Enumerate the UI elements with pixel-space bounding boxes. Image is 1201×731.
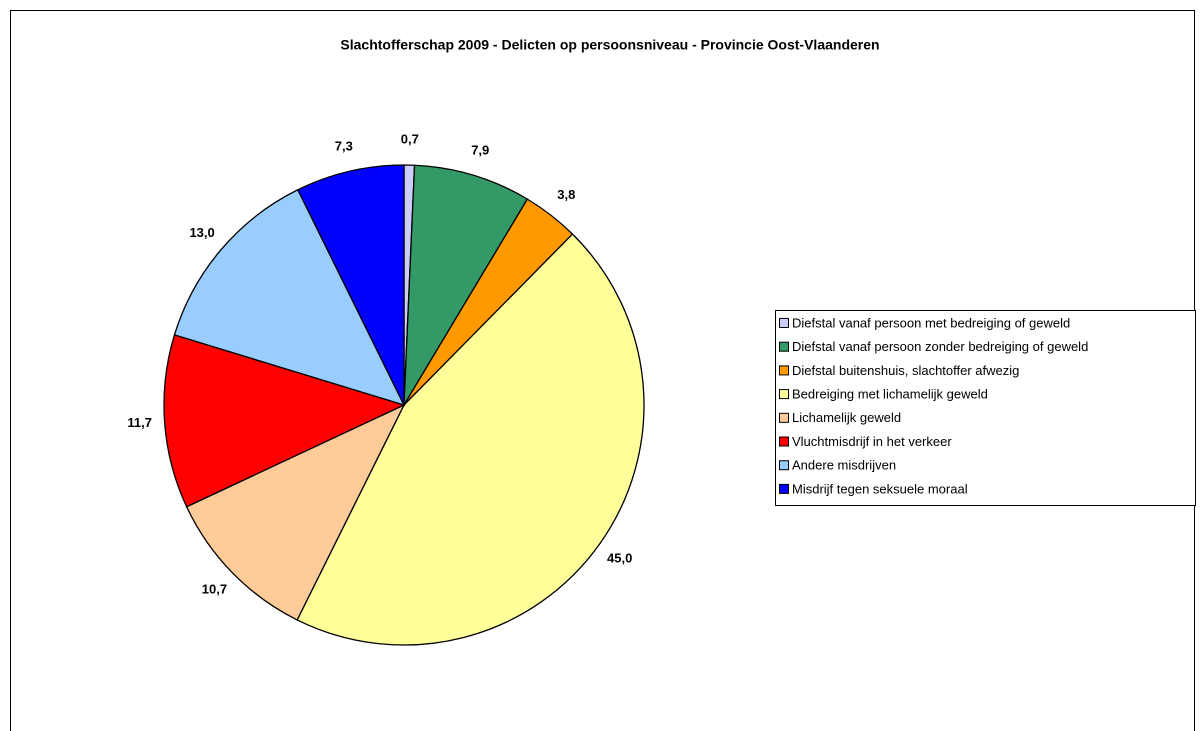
legend-swatch [779,318,789,328]
legend-swatch [779,436,789,447]
data-label: 10,7 [202,582,227,597]
pie-slice [185,403,406,621]
legend-label: Diefstal vanaf persoon met bedreiging of… [792,315,1070,330]
legend-box [775,310,1196,506]
data-label: 7,9 [471,143,489,158]
pie-slice [163,334,406,508]
pie-slice [173,188,406,407]
legend-swatch [779,341,789,352]
chart-title: Slachtofferschap 2009 - Delicten op pers… [340,37,879,53]
legend-label: Lichamelijk geweld [792,410,901,425]
legend-swatch [779,483,789,494]
data-label: 45,0 [607,550,632,565]
pie-slice [296,164,405,406]
legend-swatch [779,389,789,400]
legend-label: Diefstal buitenshuis, slachtoffer afwezi… [792,363,1019,378]
data-label: 11,7 [127,415,152,430]
legend-label: Misdrijf tegen seksuele moraal [792,481,968,496]
legend-label: Vluchtmisdrijf in het verkeer [792,434,952,449]
data-label: 3,8 [557,187,575,202]
data-label: 0,7 [401,132,419,147]
legend-swatch [779,460,789,471]
legend-swatch [779,365,789,376]
pie-slice [296,233,645,646]
legend-swatch [779,412,789,423]
legend-label: Bedreiging met lichamelijk geweld [792,387,988,402]
legend-label: Diefstal vanaf persoon zonder bedreiging… [792,339,1088,354]
data-label: 7,3 [335,138,353,153]
legend-label: Andere misdrijven [792,458,896,473]
pie-slice [403,164,529,406]
data-label: 13,0 [189,225,214,240]
